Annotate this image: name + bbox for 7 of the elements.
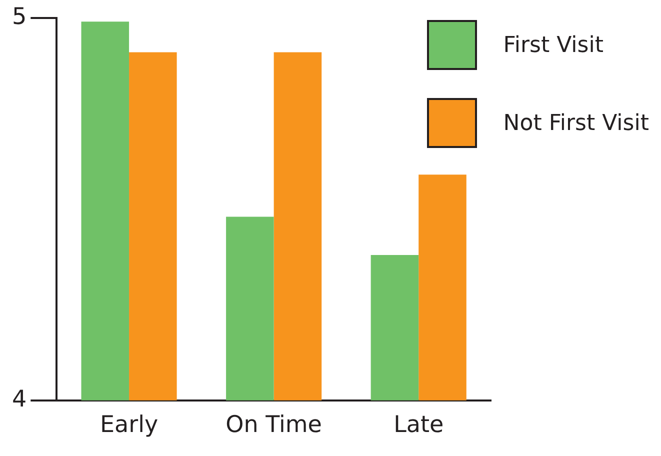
x-tick-label: Late <box>394 412 444 438</box>
x-tick-label: Early <box>100 412 158 438</box>
legend-label: First Visit <box>503 32 604 58</box>
legend-label: Not First Visit <box>503 110 649 136</box>
y-tick-label: 5 <box>12 4 27 30</box>
x-tick-label: On Time <box>226 412 322 438</box>
y-tick-label: 4 <box>12 386 27 412</box>
